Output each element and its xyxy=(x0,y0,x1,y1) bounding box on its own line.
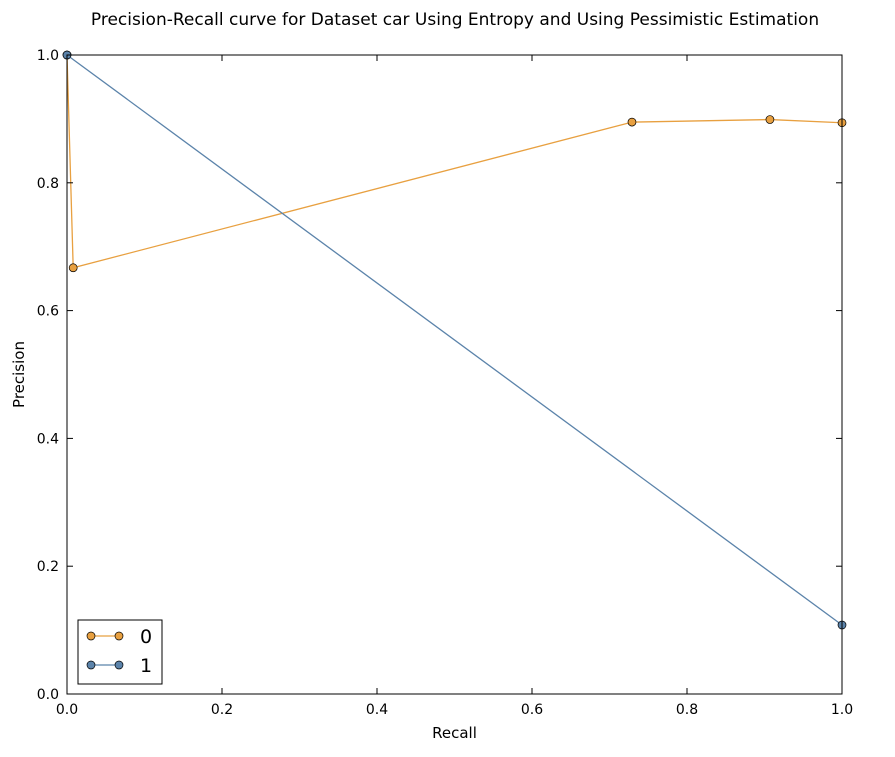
legend-label-0: 0 xyxy=(140,626,152,648)
x-tick-label: 0.0 xyxy=(56,702,78,718)
series-1-line xyxy=(66,54,843,626)
legend-marker-0 xyxy=(86,631,96,641)
plot-area-frame xyxy=(66,54,843,695)
axis-ticks: 0.0 0.2 0.4 0.6 0.8 1.0 0.0 0.2 0.4 0.6 0.8 1.0 xyxy=(37,48,853,718)
legend-label-1: 1 xyxy=(140,655,152,677)
y-tick-label: 0.4 xyxy=(37,431,59,447)
x-axis-label: Recall xyxy=(432,724,477,742)
y-tick-label: 0.0 xyxy=(37,687,59,703)
legend-marker-1 xyxy=(86,660,96,670)
x-tick-label: 0.4 xyxy=(366,702,388,718)
y-tick-label: 1.0 xyxy=(37,48,59,64)
legend-entries: 01 xyxy=(86,626,152,677)
y-tick-label: 0.8 xyxy=(37,176,59,192)
series-0-line xyxy=(66,54,843,269)
y-tick-label: 0.2 xyxy=(37,559,59,575)
y-tick-label: 0.6 xyxy=(37,304,59,320)
plot-data-layer xyxy=(62,50,847,630)
chart-title: Precision-Recall curve for Dataset car U… xyxy=(91,10,819,30)
legend: 01 xyxy=(77,619,163,685)
y-axis-label: Precision xyxy=(10,341,28,408)
x-tick-label: 0.2 xyxy=(211,702,233,718)
series-0-point xyxy=(68,263,78,273)
legend-box xyxy=(77,619,163,685)
series-0-point xyxy=(627,117,637,127)
x-tick-label: 0.6 xyxy=(521,702,543,718)
series-0-point xyxy=(765,115,775,124)
x-tick-label: 1.0 xyxy=(831,702,853,718)
legend-marker-0 xyxy=(114,631,124,641)
x-tick-label: 0.8 xyxy=(676,702,698,718)
legend-marker-1 xyxy=(114,660,124,670)
